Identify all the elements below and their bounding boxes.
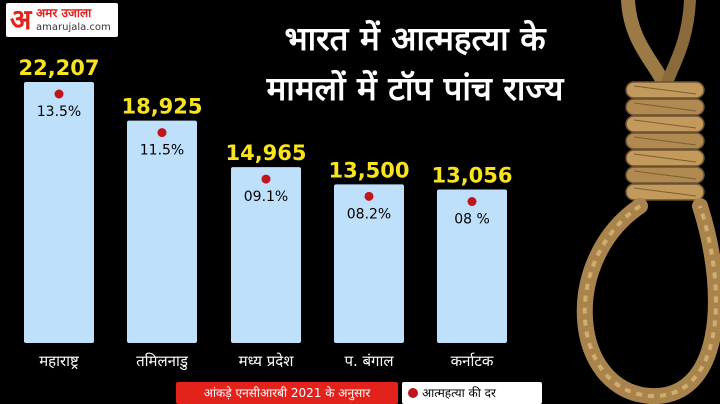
amar-ujala-logo: अ अमर उजाला amarujala.com <box>6 3 118 37</box>
category-label-2: मध्य प्रदेश <box>239 352 295 370</box>
bar-0 <box>24 82 94 343</box>
category-label-3: प. बंगाल <box>344 352 394 370</box>
rate-dot-3 <box>364 191 374 201</box>
bar-2 <box>231 167 301 343</box>
bar-4 <box>437 189 507 343</box>
category-label-4: कर्नाटक <box>451 352 494 370</box>
logo-site: amarujala.com <box>36 22 111 33</box>
bar-3 <box>334 184 404 343</box>
rate-label-2: 09.1% <box>244 189 288 205</box>
data-source-note: आंकड़े एनसीआरबी 2021 के अनुसार <box>176 382 398 404</box>
bar-value-label-0: 22,207 <box>18 56 99 80</box>
rate-dot-2 <box>261 174 271 184</box>
rate-dot-0 <box>54 89 64 99</box>
noose-rope-image <box>576 0 720 404</box>
title-line-2: मामलों में टॉप पांच राज्य <box>266 69 564 108</box>
bar-value-label-3: 13,500 <box>328 158 409 182</box>
rate-label-4: 08 % <box>454 212 490 228</box>
bar-value-label-1: 18,925 <box>121 95 202 119</box>
bar-value-label-2: 14,965 <box>225 141 306 165</box>
category-label-1: तमिलनाडु <box>136 352 189 371</box>
rate-dot-1 <box>157 128 167 138</box>
rate-dot-icon <box>408 388 418 398</box>
rate-label-3: 08.2% <box>347 206 391 222</box>
logo-mark: अ <box>10 3 32 36</box>
rate-label-1: 11.5% <box>140 143 184 159</box>
chart-legend: आत्महत्या की दर <box>402 382 542 404</box>
logo-name: अमर उजाला <box>36 6 92 20</box>
rate-dot-4 <box>467 197 477 207</box>
category-label-0: महाराष्ट्र <box>39 352 79 370</box>
bar-value-label-4: 13,056 <box>431 164 512 188</box>
chart-title: भारत में आत्महत्या के मामलों में टॉप पां… <box>220 14 610 114</box>
rate-label-0: 13.5% <box>37 104 81 120</box>
legend-label: आत्महत्या की दर <box>422 386 496 400</box>
title-line-1: भारत में आत्महत्या के <box>284 19 546 58</box>
bar-1 <box>127 120 197 343</box>
